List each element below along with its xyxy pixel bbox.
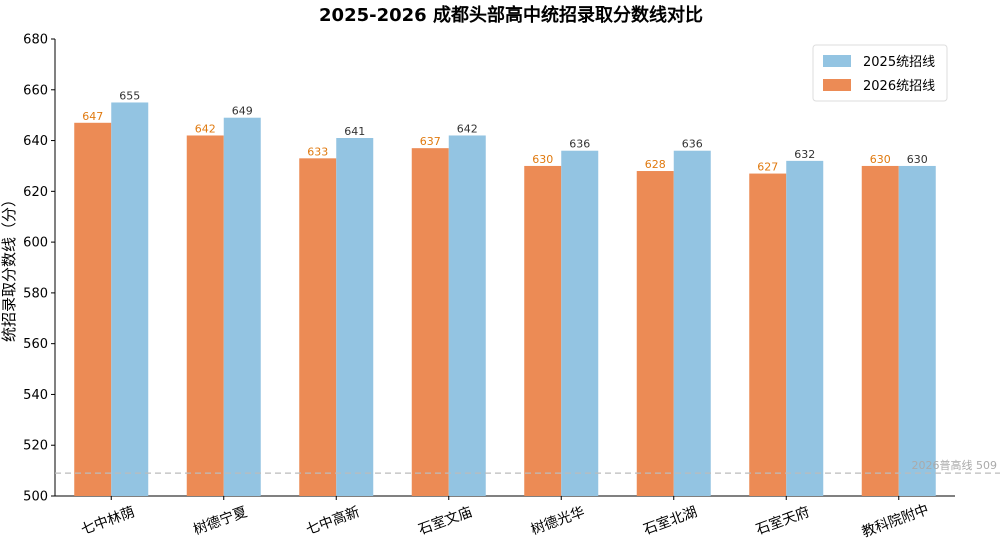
legend-label: 2026统招线: [863, 79, 935, 94]
legend-swatch: [823, 79, 851, 91]
chart-title: 2025-2026 成都头部高中统招录取分数线对比: [319, 4, 703, 26]
bar-value-label: 642: [457, 122, 478, 135]
x-tick-label: 石室文庙: [416, 503, 474, 538]
x-tick-label: 教科院附中: [860, 502, 931, 540]
bar-value-label: 636: [569, 138, 590, 151]
bar-2026统招线-教科院附中: [861, 165, 899, 496]
bar-value-label: 649: [232, 105, 253, 118]
bar-2026统招线-树德光华: [524, 165, 562, 496]
bar-value-label: 630: [907, 153, 928, 166]
legend: 2025统招线 2026统招线: [812, 44, 948, 102]
bar-2025统招线-七中高新: [336, 138, 374, 496]
y-tick-label: 520: [23, 439, 48, 454]
x-tick-label: 七中林荫: [79, 504, 137, 538]
bar-2026统招线-树德宁夏: [186, 135, 224, 496]
x-tick-label: 七中高新: [303, 503, 361, 538]
bar-value-label: 647: [82, 110, 103, 123]
bar-value-label: 630: [870, 153, 891, 166]
y-axis-label: 统招录取分数线（分）: [0, 192, 18, 342]
bar-value-label: 637: [420, 135, 441, 148]
bar-2026统招线-石室文庙: [411, 148, 449, 496]
y-tick-label: 540: [23, 388, 48, 403]
x-tick-label: 树德光华: [529, 504, 587, 538]
y-tick-label: 680: [23, 33, 48, 48]
bar-2025统招线-树德宁夏: [223, 117, 261, 496]
bar-2025统招线-七中林荫: [111, 102, 149, 496]
bar-2026统招线-七中高新: [299, 158, 337, 497]
bar-value-label: 642: [195, 122, 216, 135]
bar-2025统招线-树德光华: [561, 150, 599, 496]
bar-value-label: 655: [119, 89, 140, 102]
y-tick-label: 620: [23, 185, 48, 200]
y-tick-label: 660: [23, 83, 48, 98]
x-tick-label: 石室北湖: [641, 503, 699, 538]
reference-line-label: 2026普高线 509: [912, 458, 998, 472]
bar-2025统招线-石室天府: [786, 160, 824, 496]
x-tick-label: 树德宁夏: [191, 503, 249, 538]
bar-2025统招线-教科院附中: [898, 165, 936, 496]
bar-value-label: 627: [757, 161, 778, 174]
bar-2025统招线-石室北湖: [673, 150, 711, 496]
plot-area: 500 520 540 560 580 600 620 640 660 680 647 655 七中林荫…: [23, 33, 1000, 540]
x-tick-label: 石室天府: [753, 503, 811, 538]
bar-value-label: 641: [344, 125, 365, 138]
y-tick-label: 640: [23, 134, 48, 149]
bar-2026统招线-七中林荫: [74, 122, 112, 497]
bar-2026统招线-石室北湖: [636, 171, 674, 496]
y-tick-label: 580: [23, 286, 48, 301]
bar-2026统招线-石室天府: [749, 173, 787, 497]
legend-swatch: [823, 55, 851, 67]
y-tick-label: 600: [23, 236, 48, 251]
bar-2025统招线-石室文庙: [448, 135, 486, 496]
bar-value-label: 633: [307, 145, 328, 158]
bar-value-label: 628: [645, 158, 666, 171]
bar-value-label: 632: [794, 148, 815, 161]
y-tick-label: 560: [23, 337, 48, 352]
bar-value-label: 630: [532, 153, 553, 166]
bar-value-label: 636: [682, 138, 703, 151]
legend-label: 2025统招线: [863, 55, 935, 70]
y-tick-label: 500: [23, 490, 48, 505]
